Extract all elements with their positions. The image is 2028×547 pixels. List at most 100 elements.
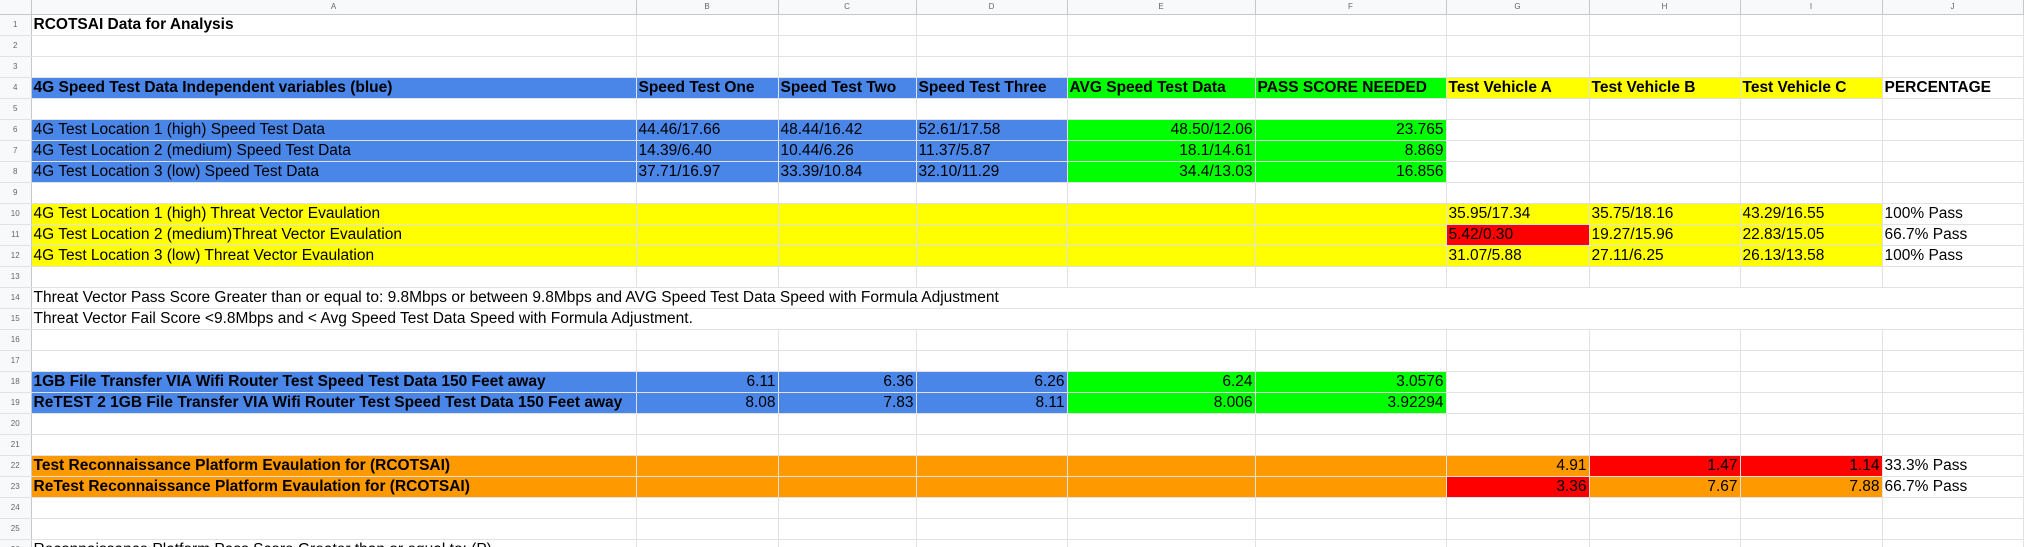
cell[interactable] bbox=[636, 245, 779, 267]
cell[interactable] bbox=[1882, 98, 2024, 120]
cell[interactable] bbox=[636, 266, 779, 288]
cell[interactable] bbox=[1255, 434, 1447, 456]
cell[interactable] bbox=[1446, 140, 1590, 162]
cell[interactable] bbox=[916, 518, 1068, 540]
cell[interactable] bbox=[778, 182, 917, 204]
cell[interactable] bbox=[1067, 476, 1256, 498]
cell[interactable]: 4.91 bbox=[1446, 455, 1590, 477]
cell[interactable] bbox=[916, 497, 1068, 519]
cell[interactable] bbox=[1589, 539, 1741, 547]
cell[interactable] bbox=[636, 350, 779, 372]
header-cell-vehicle-b[interactable]: Test Vehicle B bbox=[1589, 77, 1741, 99]
cell[interactable] bbox=[1740, 161, 1883, 183]
column-header-e[interactable]: E bbox=[1067, 0, 1256, 15]
cell[interactable] bbox=[31, 56, 637, 78]
cell[interactable]: 32.10/11.29 bbox=[916, 161, 1068, 183]
cell[interactable] bbox=[1882, 14, 2024, 36]
cell[interactable] bbox=[1882, 119, 2024, 141]
cell[interactable] bbox=[1067, 224, 1256, 246]
cell[interactable] bbox=[1067, 35, 1256, 57]
cell[interactable] bbox=[1882, 329, 2024, 351]
cell[interactable]: 27.11/6.25 bbox=[1589, 245, 1741, 267]
cell[interactable] bbox=[1589, 140, 1741, 162]
cell[interactable] bbox=[1446, 182, 1590, 204]
cell[interactable]: 19.27/15.96 bbox=[1589, 224, 1741, 246]
cell[interactable]: 3.0576 bbox=[1255, 371, 1447, 393]
cell[interactable] bbox=[1255, 476, 1447, 498]
cell[interactable] bbox=[1446, 14, 1590, 36]
cell[interactable]: 4G Test Location 1 (high) Speed Test Dat… bbox=[31, 119, 637, 141]
cell[interactable]: 34.4/13.03 bbox=[1067, 161, 1256, 183]
cell[interactable] bbox=[916, 56, 1068, 78]
cell[interactable]: 18.1/14.61 bbox=[1067, 140, 1256, 162]
cell[interactable] bbox=[1255, 203, 1447, 225]
cell[interactable] bbox=[1255, 413, 1447, 435]
cell[interactable] bbox=[1740, 413, 1883, 435]
cell[interactable]: 6.11 bbox=[636, 371, 779, 393]
cell[interactable]: 44.46/17.66 bbox=[636, 119, 779, 141]
row-header[interactable]: 15 bbox=[0, 308, 32, 330]
cell[interactable] bbox=[636, 203, 779, 225]
cell[interactable] bbox=[1882, 371, 2024, 393]
cell[interactable] bbox=[636, 35, 779, 57]
cell[interactable] bbox=[1446, 266, 1590, 288]
cell[interactable] bbox=[636, 413, 779, 435]
cell[interactable] bbox=[778, 413, 917, 435]
cell[interactable] bbox=[1882, 434, 2024, 456]
cell[interactable] bbox=[1446, 329, 1590, 351]
cell[interactable] bbox=[1067, 329, 1256, 351]
cell[interactable] bbox=[1740, 518, 1883, 540]
cell[interactable] bbox=[1067, 497, 1256, 519]
cell[interactable]: 66.7% Pass bbox=[1882, 224, 2024, 246]
cell[interactable] bbox=[1882, 350, 2024, 372]
cell[interactable] bbox=[1067, 518, 1256, 540]
cell[interactable] bbox=[916, 14, 1068, 36]
cell[interactable]: 4G Test Location 3 (low) Threat Vector E… bbox=[31, 245, 637, 267]
cell[interactable]: 23.765 bbox=[1255, 119, 1447, 141]
row-header[interactable]: 14 bbox=[0, 287, 32, 309]
cell[interactable] bbox=[1446, 539, 1590, 547]
cell[interactable] bbox=[778, 266, 917, 288]
cell[interactable] bbox=[1446, 56, 1590, 78]
cell[interactable] bbox=[1589, 371, 1741, 393]
cell[interactable] bbox=[31, 266, 637, 288]
cell[interactable] bbox=[916, 98, 1068, 120]
header-cell-speed-test-three[interactable]: Speed Test Three bbox=[916, 77, 1068, 99]
cell[interactable] bbox=[916, 539, 1068, 547]
cell[interactable]: 35.75/18.16 bbox=[1589, 203, 1741, 225]
cell[interactable] bbox=[778, 56, 917, 78]
cell[interactable] bbox=[1740, 350, 1883, 372]
cell[interactable] bbox=[31, 497, 637, 519]
cell[interactable] bbox=[1740, 371, 1883, 393]
cell[interactable] bbox=[1589, 350, 1741, 372]
cell[interactable] bbox=[1589, 497, 1741, 519]
cell[interactable] bbox=[1740, 98, 1883, 120]
cell[interactable] bbox=[778, 245, 917, 267]
cell[interactable] bbox=[636, 497, 779, 519]
cell[interactable] bbox=[778, 35, 917, 57]
cell[interactable]: 33.3% Pass bbox=[1882, 455, 2024, 477]
cell[interactable] bbox=[1740, 56, 1883, 78]
cell[interactable] bbox=[916, 203, 1068, 225]
cell[interactable]: 7.88 bbox=[1740, 476, 1883, 498]
header-cell-variables[interactable]: 4G Speed Test Data Independent variables… bbox=[31, 77, 637, 99]
cell[interactable]: 100% Pass bbox=[1882, 245, 2024, 267]
header-cell-speed-test-two[interactable]: Speed Test Two bbox=[778, 77, 917, 99]
cell[interactable] bbox=[31, 434, 637, 456]
row-header[interactable]: 10 bbox=[0, 203, 32, 225]
row-header[interactable]: 19 bbox=[0, 392, 32, 414]
cell[interactable] bbox=[1067, 413, 1256, 435]
cell[interactable]: 31.07/5.88 bbox=[1446, 245, 1590, 267]
cell[interactable]: 6.26 bbox=[916, 371, 1068, 393]
cell[interactable] bbox=[916, 455, 1068, 477]
cell[interactable] bbox=[778, 224, 917, 246]
row-header[interactable]: 16 bbox=[0, 329, 32, 351]
cell[interactable]: 3.92294 bbox=[1255, 392, 1447, 414]
cell[interactable] bbox=[1446, 98, 1590, 120]
cell[interactable]: ReTEST 2 1GB File Transfer VIA Wifi Rout… bbox=[31, 392, 637, 414]
cell[interactable] bbox=[1446, 434, 1590, 456]
row-header[interactable]: 4 bbox=[0, 77, 32, 99]
note-cell[interactable]: Threat Vector Fail Score <9.8Mbps and < … bbox=[31, 308, 2024, 330]
cell[interactable] bbox=[1589, 14, 1741, 36]
cell[interactable] bbox=[1255, 56, 1447, 78]
